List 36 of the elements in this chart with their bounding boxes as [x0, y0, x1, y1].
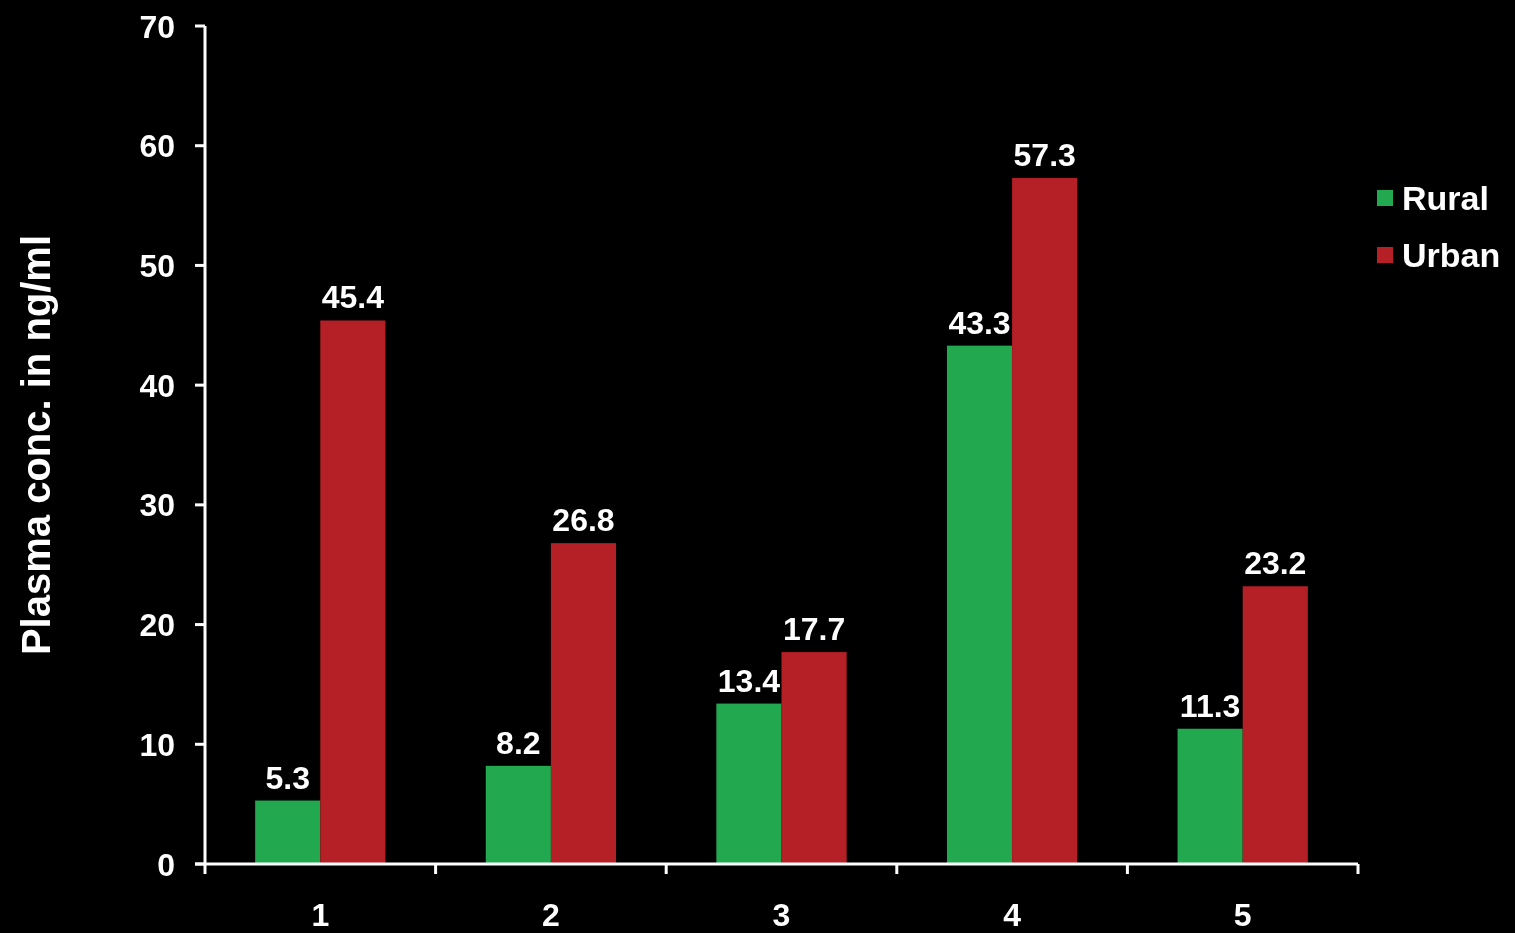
bar	[1012, 178, 1078, 864]
data-label: 26.8	[552, 502, 615, 539]
y-tick-label: 50	[139, 247, 175, 284]
x-tick-label: 1	[311, 897, 330, 933]
bar	[255, 800, 321, 864]
x-tick-label: 5	[1233, 897, 1252, 933]
bar	[1177, 728, 1243, 864]
bar	[485, 765, 551, 864]
y-tick-label: 70	[139, 8, 175, 45]
data-label: 57.3	[1013, 137, 1076, 174]
data-label: 23.2	[1244, 545, 1307, 582]
data-label: 13.4	[717, 662, 781, 699]
data-label: 8.2	[496, 724, 541, 761]
y-tick-label: 20	[139, 607, 175, 644]
y-tick-label: 30	[139, 487, 175, 524]
y-tick-label: 60	[139, 128, 175, 165]
x-tick-label: 3	[772, 897, 791, 933]
bar	[320, 320, 386, 864]
bar	[1242, 586, 1308, 864]
legend-label: Urban	[1402, 236, 1501, 275]
bar	[781, 652, 847, 864]
bar	[716, 703, 782, 864]
y-tick-label: 0	[157, 846, 175, 883]
bar	[946, 345, 1013, 864]
x-tick-label: 2	[542, 897, 560, 933]
data-label: 11.3	[1179, 687, 1241, 724]
data-label: 17.7	[782, 611, 846, 648]
y-tick-label: 40	[139, 367, 175, 404]
bar	[550, 543, 617, 864]
data-label: 5.3	[265, 759, 310, 796]
data-label: 43.3	[948, 304, 1011, 341]
legend-label: Rural	[1402, 179, 1489, 218]
data-label: 45.4	[321, 279, 385, 316]
y-tick-label: 10	[139, 726, 175, 763]
y-axis-title: Plasma conc. in ng/ml	[14, 234, 58, 656]
x-tick-label: 4	[1003, 897, 1022, 933]
